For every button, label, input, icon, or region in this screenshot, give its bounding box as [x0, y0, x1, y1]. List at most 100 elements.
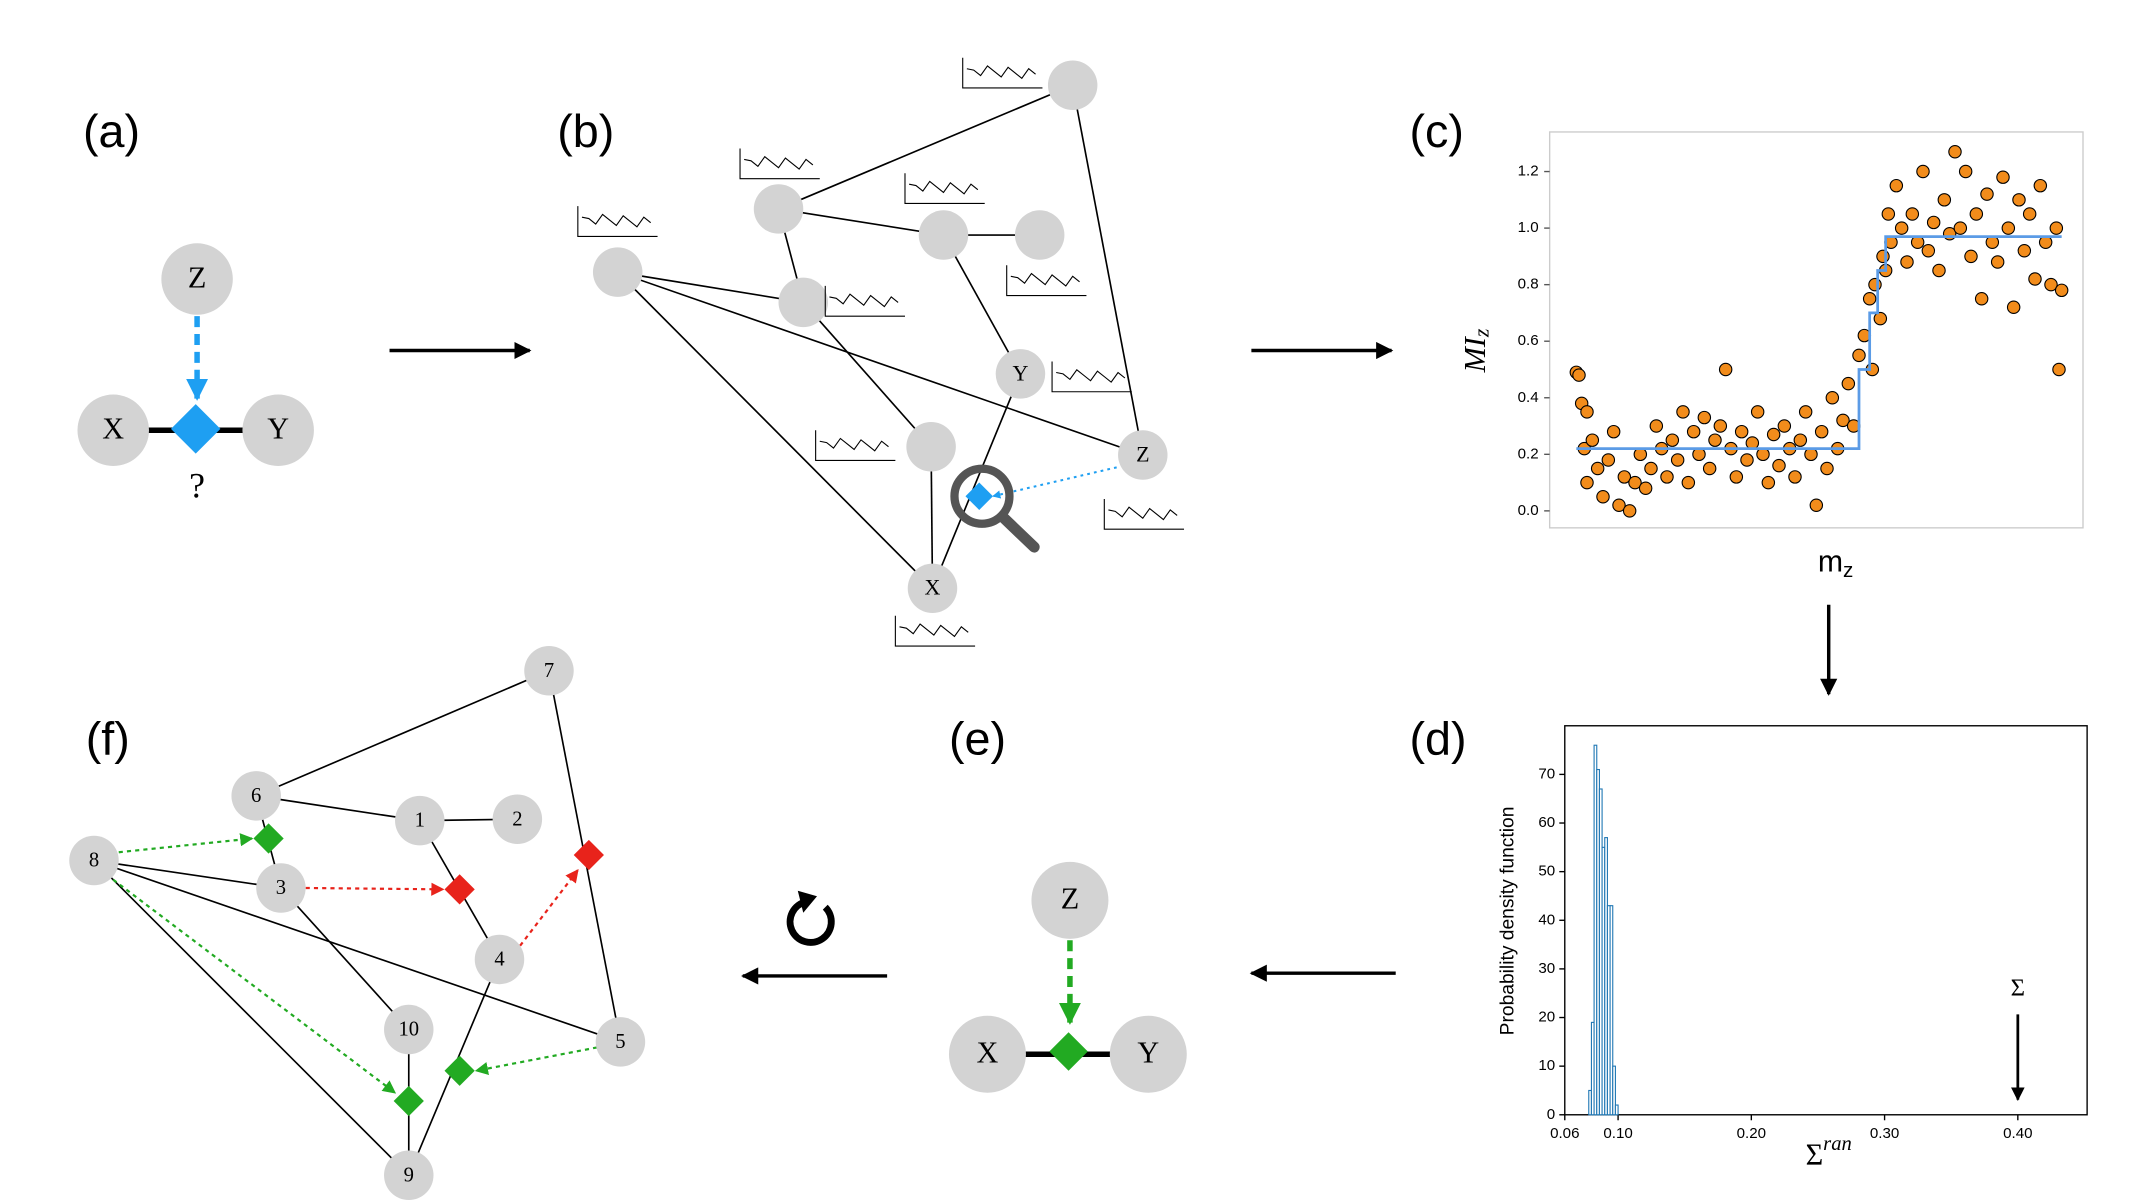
edge: [617, 271, 804, 304]
x-axis-label: Σran: [1806, 1133, 1852, 1172]
node-label: Y: [1137, 1036, 1159, 1070]
y-tick-label: 20: [1538, 1009, 1555, 1026]
node: [918, 210, 969, 260]
x-tick-label: 0.20: [1737, 1125, 1766, 1142]
scatter-point: [1836, 413, 1850, 428]
node-label: 1: [415, 810, 425, 832]
scatter-point: [1702, 461, 1717, 476]
node: [256, 863, 306, 913]
node-label: 8: [89, 850, 99, 872]
node-label: 10: [398, 1019, 419, 1041]
scatter-point: [1644, 461, 1658, 476]
mini-plot-curve: [909, 180, 979, 195]
node: [778, 277, 829, 328]
y-tick-label: 60: [1538, 814, 1555, 831]
edge: [778, 84, 1074, 210]
mini-plot-curve: [899, 623, 969, 638]
edge: [617, 271, 1144, 456]
y-tick-label: 1.0: [1518, 219, 1539, 236]
diamond: [573, 839, 604, 871]
edge: [778, 208, 944, 236]
scatter-point: [1990, 255, 2005, 269]
plot-frame: [1548, 131, 2084, 529]
mini-plot-axes: [894, 615, 976, 647]
plot-frame: [1564, 725, 2088, 1116]
scatter-point: [1580, 475, 1594, 490]
scatter-point: [1740, 453, 1754, 467]
scatter-point: [2006, 300, 2021, 315]
step-line: [1576, 235, 2062, 451]
scatter-point: [2033, 178, 2048, 193]
mini-plot-curve: [1108, 506, 1178, 521]
scatter-point: [1964, 249, 1978, 264]
scatter-point: [1820, 461, 1834, 476]
scatter-point: [1953, 221, 1968, 235]
diamond: [965, 482, 993, 510]
node: [395, 795, 445, 846]
scatter-point: [1894, 221, 1909, 235]
scatter-point: [1622, 504, 1637, 518]
node: [907, 563, 958, 614]
diamond: [253, 823, 284, 854]
mini-plot-curve: [1056, 368, 1126, 383]
scatter-point: [1708, 433, 1722, 447]
annotation: Σ: [2011, 974, 2025, 1001]
edge: [1071, 85, 1144, 456]
scatter-point: [1686, 424, 1701, 439]
node: [948, 1015, 1026, 1093]
edge: [802, 301, 932, 448]
layout: (a) (b) (c) (d) (e) (f) Z X Y? Y Z X 0.0 0.2 0.4 0.6 0.8…: [69, 57, 2088, 1200]
y-tick-label: 1.2: [1518, 163, 1539, 180]
edge: [942, 234, 1022, 375]
node: [524, 646, 574, 696]
mini-plot-axes: [815, 430, 896, 462]
diamond: [393, 1085, 424, 1117]
x-tick-label: 0.06: [1550, 1125, 1579, 1142]
scatter-point: [1814, 424, 1829, 439]
y-tick-label: 0.0: [1518, 502, 1539, 519]
mini-plot-axes: [1051, 361, 1132, 393]
scatter-point: [1793, 433, 1808, 447]
panel-label: (f): [86, 713, 130, 765]
scatter-point: [1601, 453, 1616, 467]
node: [1109, 1015, 1187, 1093]
y-tick-label: 0.6: [1518, 332, 1539, 349]
node-label: X: [925, 575, 941, 600]
edge: [255, 670, 550, 797]
node: [906, 421, 956, 472]
node: [492, 794, 543, 844]
scatter-point: [1809, 498, 1824, 512]
scatter-point: [1825, 391, 1840, 405]
mini-plot-axes: [962, 57, 1043, 89]
edge: [256, 795, 420, 822]
node: [161, 243, 233, 315]
scatter-point: [1926, 215, 1941, 230]
x-axis-label-sub: z: [1843, 559, 1853, 582]
y-tick-label: 30: [1538, 960, 1555, 977]
edge: [617, 271, 934, 589]
mini-plot-axes: [904, 173, 985, 204]
scatter-point: [1900, 255, 1914, 269]
scatter-point: [2017, 243, 2032, 258]
cycle-icon-head: [797, 890, 818, 913]
scatter-point: [2044, 277, 2058, 292]
scatter-point: [1665, 433, 1680, 447]
node-label: Z: [1136, 441, 1149, 466]
dotted-arrow: [112, 878, 397, 1094]
node: [753, 184, 804, 234]
scatter-point: [1841, 376, 1856, 391]
scatter-point: [1889, 178, 1904, 193]
node-label: 5: [615, 1031, 625, 1053]
scatter-point: [1660, 470, 1674, 484]
scatter-point: [1772, 458, 1786, 473]
y-axis-label: Probability density function: [1498, 807, 1519, 1036]
node-label: X: [102, 412, 124, 446]
mini-plot-curve: [581, 213, 652, 228]
node-label: Z: [1061, 882, 1079, 916]
scatter-point: [1969, 207, 1984, 221]
histogram-bar: [1612, 1065, 1616, 1116]
node: [995, 349, 1046, 399]
scatter-point: [2001, 221, 2016, 235]
node: [1014, 210, 1065, 260]
